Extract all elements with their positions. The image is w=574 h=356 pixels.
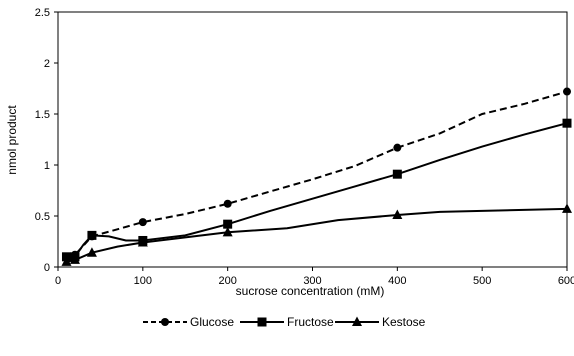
glucose-point — [393, 143, 402, 152]
x-tick-label: 0 — [55, 275, 61, 287]
fructose-point — [562, 118, 572, 128]
y-axis-label: nmol product — [5, 105, 19, 175]
glucose-point — [563, 87, 571, 96]
x-axis-ticks: 0 100 200 300 400 500 600 — [55, 267, 574, 287]
y-tick-label: 1 — [44, 160, 50, 172]
kestose-point — [86, 247, 97, 257]
x-axis-label: sucrose concentration (mM) — [236, 284, 385, 298]
legend-glucose-label: Glucose — [190, 315, 234, 329]
glucose-point — [223, 199, 232, 208]
legend-kestose-marker — [352, 316, 362, 326]
kestose-point — [61, 256, 72, 266]
glucose-point — [138, 218, 147, 227]
x-tick-label: 200 — [218, 275, 236, 287]
legend-glucose-marker — [161, 318, 169, 326]
x-tick-label: 100 — [134, 275, 152, 287]
series-layer — [61, 87, 572, 266]
y-tick-label: 0.5 — [35, 211, 50, 223]
kestose-point — [392, 209, 403, 219]
legend: Glucose Fructose Kestose — [143, 315, 426, 329]
kestose-point — [222, 226, 233, 237]
legend-kestose-label: Kestose — [382, 315, 426, 329]
x-tick-label: 400 — [388, 275, 406, 287]
kestose-point — [69, 254, 80, 264]
y-tick-label: 2 — [44, 58, 50, 70]
legend-fructose-marker — [257, 317, 267, 327]
y-tick-label: 0 — [44, 262, 50, 274]
fructose-point — [392, 169, 402, 179]
legend-fructose-label: Fructose — [287, 315, 334, 329]
y-tick-label: 2.5 — [35, 7, 50, 19]
kestose-point — [562, 203, 572, 213]
x-tick-label: 600 — [558, 275, 574, 287]
x-tick-label: 300 — [303, 275, 321, 287]
kestose-point — [137, 237, 148, 247]
x-tick-label: 500 — [473, 275, 491, 287]
plot-area — [57, 11, 568, 268]
fructose-point — [87, 230, 97, 240]
fructose-point — [223, 219, 233, 229]
y-tick-label: 1.5 — [35, 109, 50, 121]
y-axis-ticks: 0 0.5 1 1.5 2 2.5 — [35, 7, 58, 274]
